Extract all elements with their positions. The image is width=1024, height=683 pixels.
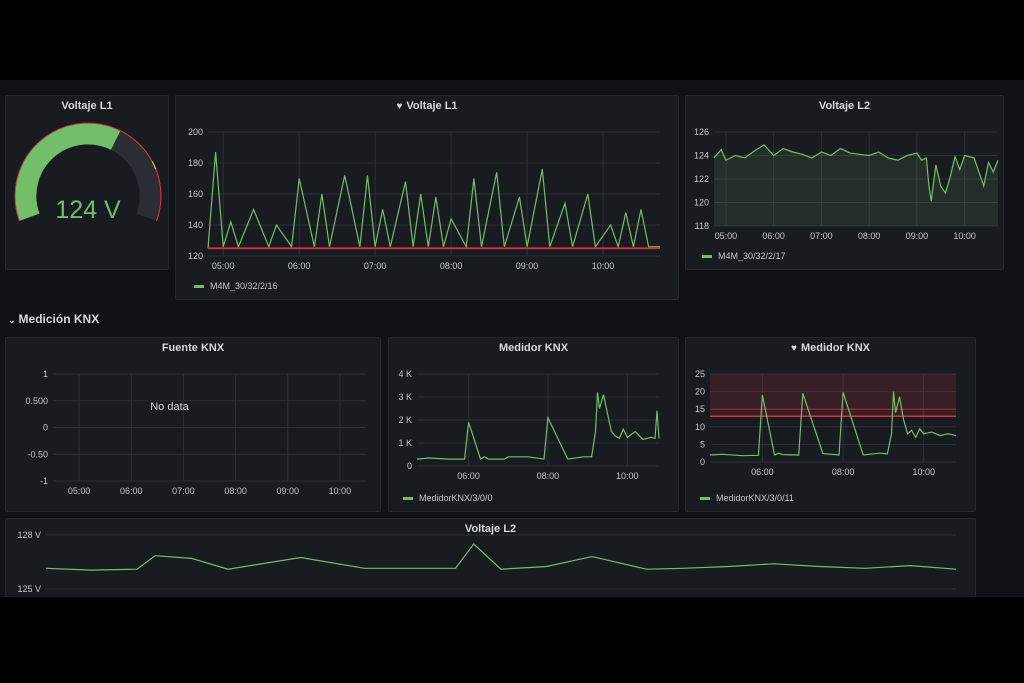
panel-title: Medidor KNX: [800, 342, 870, 354]
x-tick-label: 09:00: [906, 231, 929, 241]
medidor-knx-11-panel[interactable]: ♥ Medidor KNX 25 20 15 10 5 0 06:00 08:00 10:00 M…: [685, 337, 976, 512]
panel-title: Voltaje L2: [464, 523, 517, 535]
y-tick-label: 128 V: [17, 530, 41, 540]
y-tick-label: 25: [695, 369, 705, 379]
y-tick-label: 125 V: [17, 584, 41, 594]
y-tick-label: 122: [694, 174, 709, 184]
x-tick-label: 08:00: [537, 471, 560, 481]
x-tick-label: 06:00: [751, 467, 774, 477]
x-tick-label: 08:00: [858, 231, 881, 241]
y-tick-label: 140: [188, 220, 203, 230]
x-tick-label: 10:00: [912, 467, 935, 477]
y-tick-label: 20: [695, 387, 705, 397]
panel-title: Voltaje L2: [818, 100, 871, 112]
x-tick-label: 10:00: [329, 486, 352, 496]
medidor-knx-chart: 4 K 3 K 2 K 1 K 0 06:00 08:00 10:00: [398, 369, 660, 481]
voltaje-l1-panel[interactable]: ♥ Voltaje L1 200 180 160 140 120 05:00 06:00 07:…: [175, 95, 679, 300]
y-tick-label: -1: [40, 476, 48, 486]
legend-item[interactable]: MedidorKNX/3/0/11: [700, 493, 794, 503]
x-tick-label: 10:00: [953, 231, 976, 241]
y-tick-label: 0: [43, 423, 48, 433]
row-title: Medición KNX: [18, 312, 100, 326]
x-tick-label: 06:00: [288, 261, 311, 271]
y-tick-label: 124: [694, 151, 709, 161]
x-tick-label: 08:00: [832, 467, 855, 477]
dashboard: Voltaje L1 124 V ♥ Voltaje L1 200 180 160 14…: [0, 80, 1024, 597]
no-data-label: No data: [150, 401, 189, 413]
voltaje-l2-bottom-chart: 128 V 125 V: [17, 530, 957, 594]
series-line: [713, 144, 999, 202]
y-tick-label: 5: [700, 439, 705, 449]
row-header[interactable]: ⌄ Medición KNX: [8, 312, 99, 326]
x-tick-label: 09:00: [516, 261, 539, 271]
x-tick-label: 07:00: [172, 486, 195, 496]
heart-icon: ♥: [396, 101, 403, 112]
series-line: [207, 152, 660, 249]
x-tick-label: 06:00: [762, 231, 785, 241]
gauge-panel[interactable]: Voltaje L1 124 V: [5, 95, 169, 270]
y-tick-label: 0: [407, 461, 412, 471]
legend-item[interactable]: M4M_30/32/2/17: [702, 251, 786, 261]
y-tick-label: 1: [43, 369, 48, 379]
voltaje-l2-chart: 126 124 122 120 118 05:00 06:00 07:00 08:00 09:00…: [694, 127, 999, 241]
y-tick-label: 3 K: [398, 392, 412, 402]
x-tick-label: 07:00: [364, 261, 387, 271]
x-tick-label: 08:00: [224, 486, 247, 496]
voltaje-l2-bottom-panel[interactable]: Voltaje L2 128 V 125 V: [5, 518, 976, 597]
legend-item[interactable]: M4M_30/32/2/16: [194, 281, 278, 291]
x-tick-label: 09:00: [276, 486, 299, 496]
y-tick-label: 200: [188, 127, 203, 137]
x-tick-label: 08:00: [440, 261, 463, 271]
series-line: [45, 543, 957, 571]
y-tick-label: 4 K: [398, 369, 412, 379]
threshold-band: [710, 374, 956, 417]
y-tick-label: 180: [188, 158, 203, 168]
panel-title: Voltaje L1: [406, 100, 458, 112]
series-line: [709, 391, 957, 457]
medidor-knx-panel[interactable]: Medidor KNX 4 K 3 K 2 K 1 K 0 06:00 08:00 10:00…: [388, 337, 679, 512]
y-tick-label: 120: [694, 198, 709, 208]
medidor-knx-11-chart: 25 20 15 10 5 0 06:00 08:00 10:00: [695, 369, 957, 477]
x-tick-label: 10:00: [616, 471, 639, 481]
voltaje-l2-panel[interactable]: Voltaje L2 126 124 122 120 118 05:00 06:00 07:0…: [685, 95, 1004, 270]
y-tick-label: 0.500: [25, 396, 48, 406]
x-tick-label: 05:00: [212, 261, 235, 271]
x-tick-label: 07:00: [810, 231, 833, 241]
y-tick-label: 120: [188, 251, 203, 261]
gauge-value-arc: [15, 123, 121, 221]
y-tick-label: 160: [188, 189, 203, 199]
voltaje-l1-chart: 200 180 160 140 120 05:00 06:00 07:00 08:00 09:00…: [188, 127, 660, 271]
y-tick-label: 126: [694, 127, 709, 137]
fuente-knx-chart: 1 0.500 0 -0.50 -1 05:00 06:00 07:00 08:00 09:00 1…: [25, 369, 366, 496]
x-tick-label: 05:00: [715, 231, 738, 241]
panel-title: Voltaje L1: [61, 100, 113, 112]
x-tick-label: 06:00: [120, 486, 143, 496]
y-tick-label: 118: [695, 221, 709, 231]
series-line: [416, 392, 660, 460]
y-tick-label: 15: [695, 404, 705, 414]
y-tick-label: 0: [700, 457, 705, 467]
legend-item[interactable]: MedidorKNX/3/0/0: [403, 493, 493, 503]
y-tick-label: 10: [695, 422, 705, 432]
y-tick-label: 1 K: [398, 438, 412, 448]
y-tick-label: 2 K: [398, 415, 412, 425]
gauge-value: 124 V: [55, 196, 121, 224]
panel-title: Medidor KNX: [498, 342, 569, 354]
x-tick-label: 05:00: [68, 486, 91, 496]
panel-title: Fuente KNX: [161, 342, 225, 354]
fuente-knx-panel[interactable]: Fuente KNX 1 0.500 0 -0.50 -1 05:00 06:00 07:00…: [5, 337, 381, 512]
heart-icon: ♥: [791, 343, 797, 354]
y-tick-label: -0.50: [27, 449, 48, 459]
gauge: 124 V: [14, 122, 162, 224]
x-tick-label: 10:00: [592, 261, 615, 271]
x-tick-label: 06:00: [457, 471, 480, 481]
chevron-down-icon[interactable]: ⌄: [8, 315, 16, 325]
